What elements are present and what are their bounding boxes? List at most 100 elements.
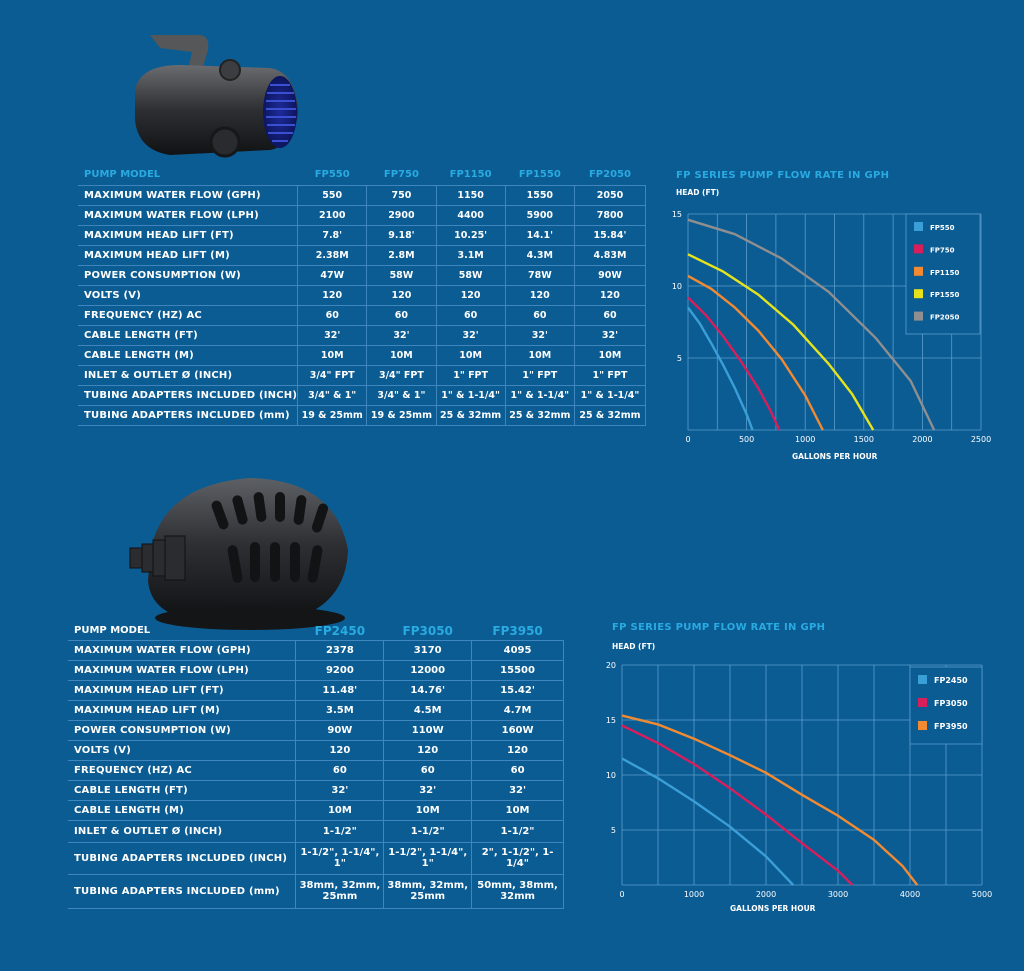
table-row: CABLE LENGTH (M) 10M 10M 10M 10M 10M xyxy=(78,345,647,366)
row-label: MAXIMUM WATER FLOW (LPH) xyxy=(68,660,297,681)
y-tick-label: 20 xyxy=(606,661,616,670)
cell-value: 14.1' xyxy=(505,225,575,246)
cell-value: 19 & 25mm xyxy=(297,405,368,426)
x-tick-label: 2000 xyxy=(912,435,932,444)
legend: FP550 FP750 FP1150 FP1550 FP2050 xyxy=(905,213,981,335)
cell-value: 2.38M xyxy=(297,245,368,266)
cell-value: 110W xyxy=(383,720,473,741)
x-tick-label: 0 xyxy=(685,435,690,444)
table-row: VOLTS (V) 120 120 120 120 120 xyxy=(78,285,647,306)
cell-value: 1150 xyxy=(436,184,506,206)
cell-value: 10M xyxy=(505,345,575,366)
cell-value: 38mm, 32mm, 25mm xyxy=(383,874,473,909)
x-tick-label: 2500 xyxy=(971,435,991,444)
table-row: CABLE LENGTH (FT) 32' 32' 32' xyxy=(68,780,564,801)
y-tick-label: 5 xyxy=(611,826,616,835)
x-tick-label: 3000 xyxy=(828,890,848,899)
cell-value: 60 xyxy=(574,305,647,326)
cell-value: 4.83M xyxy=(574,245,647,266)
series-line-fp3050 xyxy=(621,724,854,886)
row-label: INLET & OUTLET Ø (INCH) xyxy=(68,820,297,843)
cell-value: 120 xyxy=(297,285,368,306)
cell-value: 60 xyxy=(297,305,368,326)
cell-value: 58W xyxy=(366,265,437,286)
row-label: MAXIMUM HEAD LIFT (M) xyxy=(68,700,297,721)
spec-table-bottom: PUMP MODEL FP2450 FP3050 FP3950 MAXIMUM … xyxy=(68,622,564,909)
cell-value: 1" & 1-1/4" xyxy=(574,385,647,406)
chart-bottom: 0 1000 2000 3000 4000 5000 5 10 15 20 FP2450 FP3050… xyxy=(606,661,992,899)
series-line-fp2050 xyxy=(687,218,936,431)
cell-value: 1" FPT xyxy=(505,365,575,386)
row-label: MAXIMUM HEAD LIFT (FT) xyxy=(78,225,299,246)
cell-value: 1-1/2" xyxy=(383,820,473,843)
table-row: MAXIMUM HEAD LIFT (FT) 11.48' 14.76' 15.42' xyxy=(68,680,564,701)
cell-value: 47W xyxy=(297,265,368,286)
model-header: FP2450 xyxy=(314,623,366,638)
table-row: TUBING ADAPTERS INCLUDED (mm) 19 & 25mm 19… xyxy=(78,405,647,426)
cell-value: 10M xyxy=(383,800,473,821)
legend-swatch xyxy=(914,244,923,254)
legend-swatch xyxy=(914,266,923,276)
cell-value: 120 xyxy=(505,285,575,306)
cell-value: 7800 xyxy=(574,205,647,226)
row-label: CABLE LENGTH (M) xyxy=(68,800,297,821)
cell-value: 120 xyxy=(366,285,437,306)
legend-swatch xyxy=(914,311,923,321)
y-tick-label: 15 xyxy=(672,210,682,219)
legend-label: FP3050 xyxy=(934,699,968,708)
cell-value: 10M xyxy=(436,345,506,366)
model-header: FP1550 xyxy=(518,169,561,181)
model-header: FP3050 xyxy=(402,623,453,638)
cell-value: 58W xyxy=(436,265,506,286)
x-tick-label: 4000 xyxy=(900,890,920,899)
x-tick-label: 5000 xyxy=(972,890,992,899)
x-tick-label: 0 xyxy=(619,890,624,899)
cell-value: 5900 xyxy=(505,205,575,226)
row-label: MAXIMUM HEAD LIFT (FT) xyxy=(68,680,297,701)
cell-value: 3170 xyxy=(383,639,473,661)
chart-top: 0 500 1000 1500 2000 2500 5 10 15 FP550 FP750 FP115… xyxy=(672,210,991,444)
cell-value: 19 & 25mm xyxy=(366,405,437,426)
cell-value: 10M xyxy=(295,800,385,821)
cell-value: 4095 xyxy=(471,639,564,661)
row-label: POWER CONSUMPTION (W) xyxy=(68,720,297,741)
cell-value: 120 xyxy=(471,740,564,761)
cell-value: 32' xyxy=(366,325,437,346)
model-header: FP1150 xyxy=(449,169,492,181)
legend-label: FP750 xyxy=(930,246,955,254)
legend-swatch xyxy=(918,698,927,707)
row-label: MAXIMUM HEAD LIFT (M) xyxy=(78,245,299,266)
series-line-fp1150 xyxy=(687,274,824,431)
cell-value: 3.1M xyxy=(436,245,506,266)
x-tick-label: 1000 xyxy=(684,890,704,899)
model-header: FP3950 xyxy=(492,623,543,638)
table-row: POWER CONSUMPTION (W) 47W 58W 58W 78W 90W xyxy=(78,265,647,286)
table-row: CABLE LENGTH (M) 10M 10M 10M xyxy=(68,800,564,821)
series-line-fp750 xyxy=(687,296,781,431)
row-label: MAXIMUM WATER FLOW (GPH) xyxy=(78,184,299,206)
cell-value: 3/4" & 1" xyxy=(366,385,437,406)
cell-value: 78W xyxy=(505,265,575,286)
cell-value: 1-1/2", 1-1/4", 1" xyxy=(383,842,473,875)
chart-title-bottom: FP SERIES PUMP FLOW RATE IN GPH xyxy=(612,622,826,633)
cell-value: 60 xyxy=(436,305,506,326)
y-tick-label: 10 xyxy=(606,771,616,780)
row-label: MAXIMUM WATER FLOW (LPH) xyxy=(78,205,299,226)
table-row: TUBING ADAPTERS INCLUDED (INCH) 3/4" & 1"… xyxy=(78,385,647,406)
cell-value: 32' xyxy=(574,325,647,346)
row-label: CABLE LENGTH (M) xyxy=(78,345,299,366)
series-line-fp3950 xyxy=(621,714,919,886)
table-row: MAXIMUM HEAD LIFT (M) 3.5M 4.5M 4.7M xyxy=(68,700,564,721)
cell-value: 550 xyxy=(297,184,368,206)
y-tick-label: 10 xyxy=(672,282,682,291)
cell-value: 32' xyxy=(471,780,564,801)
cell-value: 9.18' xyxy=(366,225,437,246)
pump-image-fp-large xyxy=(129,478,348,630)
cell-value: 2050 xyxy=(574,184,647,206)
table-row: MAXIMUM WATER FLOW (LPH) 9200 12000 15500 xyxy=(68,660,564,681)
cell-value: 14.76' xyxy=(383,680,473,701)
cell-value: 4.3M xyxy=(505,245,575,266)
table-row: INLET & OUTLET Ø (INCH) 3/4" FPT 3/4" FPT 1… xyxy=(78,365,647,386)
legend-swatch xyxy=(914,222,923,231)
legend-label: FP2450 xyxy=(934,676,968,685)
